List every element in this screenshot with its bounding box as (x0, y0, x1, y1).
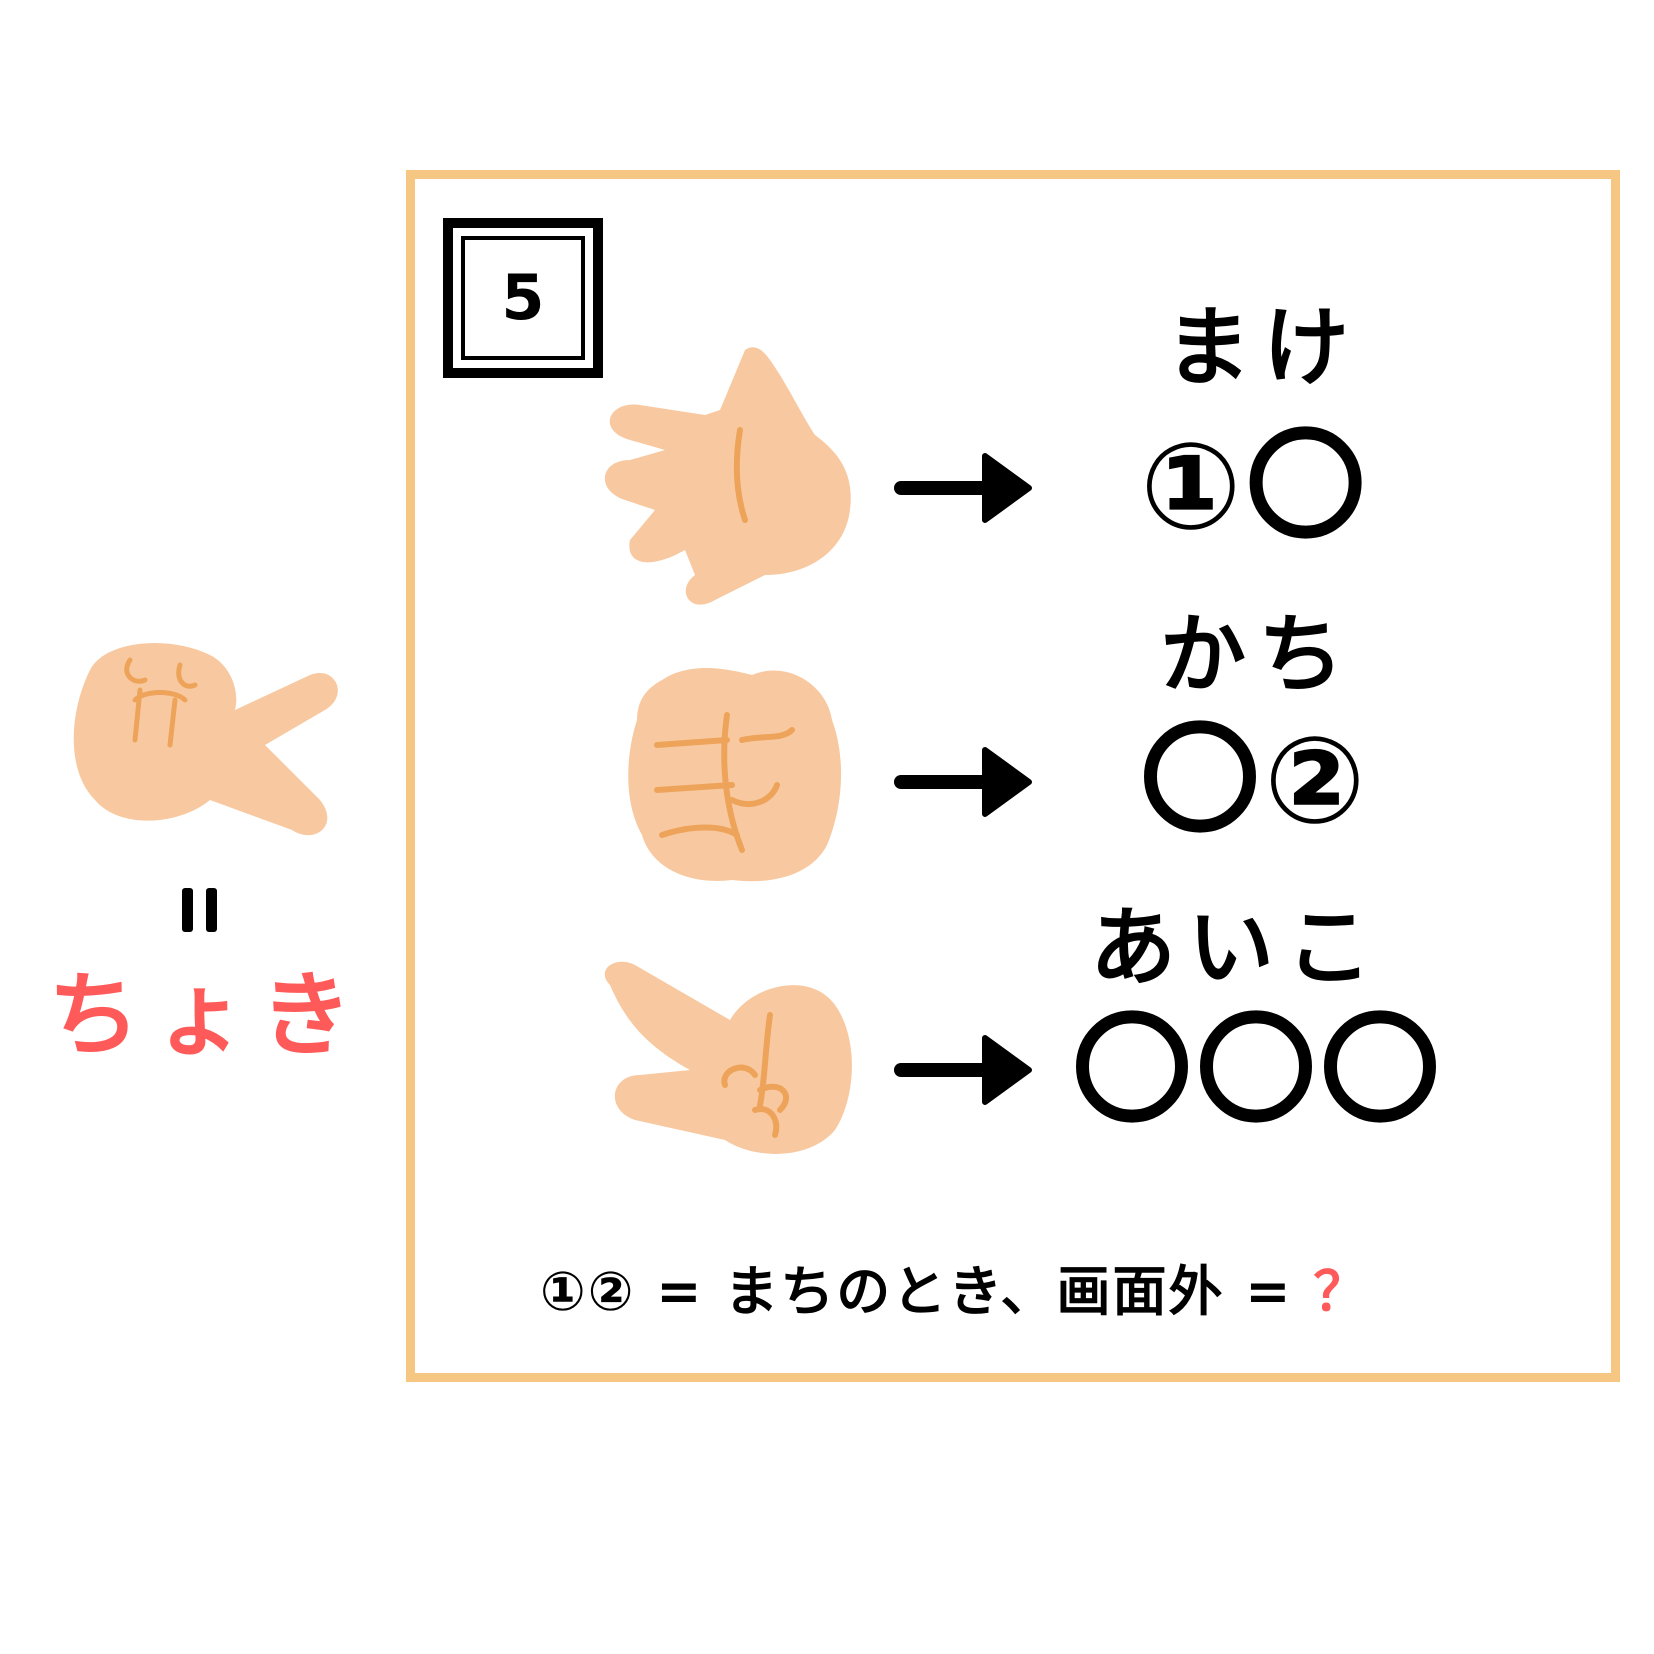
row-circles-lose: ①〇 (1140, 418, 1370, 557)
bottom-hint-text: ①② = まちのとき、画面外 = (540, 1260, 1314, 1323)
puzzle-number: 5 (461, 236, 585, 360)
equals-symbol (178, 888, 226, 932)
row-label-draw: あいこ (1090, 898, 1384, 998)
scissors-hand-icon (73, 643, 338, 836)
row-circles-draw: 〇〇〇 (1072, 1002, 1444, 1141)
paper-hand-icon (604, 347, 851, 605)
puzzle-frame (406, 170, 1620, 1382)
answer-word: ちょき (48, 962, 367, 1069)
arrow-right-icon (894, 747, 1032, 817)
arrow-right-icon (894, 1035, 1032, 1105)
row-label-lose: まけ (1165, 298, 1361, 398)
bottom-hint: ①② = まちのとき、画面外 = ？ (540, 1265, 1369, 1319)
row-label-win: かち (1160, 605, 1356, 705)
rock-hand-icon (628, 668, 842, 882)
row-circles-win: 〇② (1140, 712, 1370, 851)
arrow-right-icon (894, 453, 1032, 523)
puzzle-number-box: 5 (443, 218, 603, 378)
scissors-hand-icon (604, 961, 852, 1154)
question-mark: ？ (1313, 1260, 1370, 1323)
